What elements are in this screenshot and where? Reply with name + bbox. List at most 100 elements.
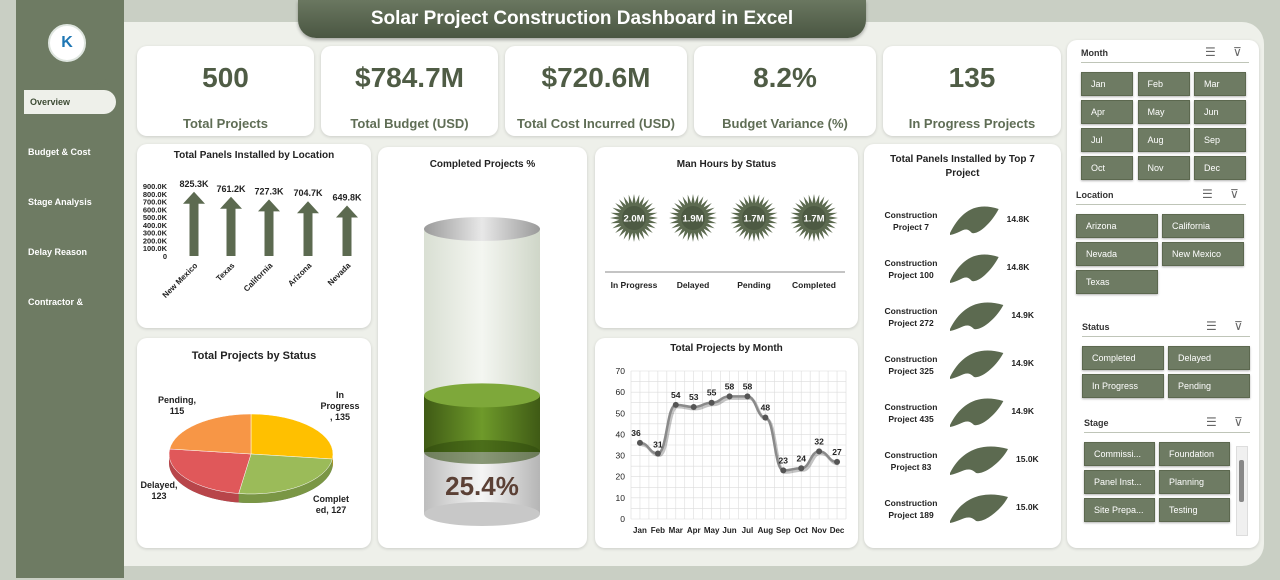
y-tick-label: 50 (616, 408, 626, 418)
pie-slice (169, 413, 252, 455)
kpi-value: $784.7M (355, 62, 464, 93)
y-tick-label: 20 (616, 472, 626, 482)
x-tick-label: Arizona (286, 261, 313, 288)
pie-slice (250, 413, 334, 460)
slicer-item[interactable]: Apr (1081, 100, 1133, 124)
kpi-value: 500 (202, 62, 249, 93)
starburst-center (802, 206, 826, 230)
clear-filter-icon[interactable]: ⊽ (1233, 45, 1242, 59)
chart-title: Total Panels Installed by Top 7 Project (890, 154, 1035, 179)
slice-label: Complet ed, 127 (313, 494, 349, 515)
nav-stage-analysis[interactable]: Stage Analysis (28, 197, 92, 207)
data-label: 704.7K (293, 188, 323, 198)
slicer-item[interactable]: Delayed (1168, 346, 1250, 370)
multi-select-icon[interactable]: ☰ (1206, 319, 1217, 333)
y-tick-label: Construction (885, 450, 938, 460)
slicer-item[interactable]: Testing (1159, 498, 1230, 522)
bar-arrow (183, 191, 205, 256)
cylinder-bottom (424, 502, 540, 526)
x-tick-label: Texas (214, 261, 236, 283)
y-tick-label: Project 435 (888, 414, 934, 424)
multi-select-icon[interactable]: ☰ (1205, 45, 1216, 59)
kpi-total-budget: $784.7M Total Budget (USD) (321, 46, 498, 136)
slicer-item[interactable]: Feb (1137, 72, 1190, 96)
slicer-item[interactable]: California (1162, 214, 1244, 238)
nav-contractor[interactable]: Contractor & (28, 297, 84, 307)
y-tick-label: 0 (163, 252, 167, 261)
x-tick-label: California (242, 261, 275, 294)
slicer-item[interactable]: New Mexico (1162, 242, 1244, 266)
slicer-item[interactable]: Texas (1076, 270, 1158, 294)
slicer-item[interactable]: In Progress (1082, 374, 1164, 398)
data-label: 24 (796, 453, 806, 463)
slicer-divider (1081, 62, 1249, 63)
starburst-center (622, 206, 646, 230)
pie-slice (238, 453, 333, 495)
slicer-item[interactable]: Nevada (1076, 242, 1158, 266)
nav-delay-reason[interactable]: Delay Reason (28, 247, 88, 257)
nav-budget-cost[interactable]: Budget & Cost (28, 147, 91, 157)
slicer-item[interactable]: Pending (1168, 374, 1250, 398)
slicer-item[interactable]: Jul (1081, 128, 1133, 152)
clear-filter-icon[interactable]: ⊽ (1234, 415, 1243, 429)
multi-select-icon[interactable]: ☰ (1206, 415, 1217, 429)
data-label: 31 (653, 439, 663, 449)
kpi-label: Total Cost Incurred (USD) (517, 116, 675, 131)
y-tick-label: Construction (885, 306, 938, 316)
slice-label: Pending, 115 (158, 395, 196, 416)
data-point (834, 458, 841, 465)
slicer-item[interactable]: Completed (1082, 346, 1164, 370)
slice-label: In Progress, 135 (320, 390, 359, 422)
data-label: 15.0K (1016, 502, 1040, 512)
data-point (690, 403, 697, 410)
data-label: 1.7M (803, 214, 824, 225)
data-label: 14.9K (1011, 406, 1035, 416)
x-tick-label: Sep (776, 526, 791, 535)
pie-slice (168, 448, 252, 494)
data-label: 14.9K (1011, 358, 1035, 368)
slicer-item[interactable]: Oct (1081, 156, 1133, 180)
bar-arrow (220, 196, 242, 256)
slicer-item[interactable]: Nov (1137, 156, 1190, 180)
kpi-label: In Progress Projects (908, 116, 1036, 131)
slicer-item[interactable]: Jun (1194, 100, 1246, 124)
slicer-item[interactable]: May (1137, 100, 1190, 124)
data-point (654, 450, 661, 457)
slicer-item[interactable]: Panel Inst... (1084, 470, 1155, 494)
slicer-item[interactable]: Mar (1194, 72, 1246, 96)
completed-pct-svg: 25.4% (424, 217, 540, 526)
slicer-item[interactable]: Commissi... (1084, 442, 1155, 466)
slicer-item[interactable]: Foundation (1159, 442, 1230, 466)
data-label: 14.9K (1011, 310, 1035, 320)
x-tick-label: Jul (742, 526, 754, 535)
slicer-item[interactable]: Aug (1137, 128, 1190, 152)
kpi-value: 8.2% (753, 62, 817, 93)
nav-overview[interactable]: Overview (24, 90, 116, 114)
cylinder-fill-top (424, 383, 540, 408)
bar-arrow (336, 205, 358, 256)
data-point (726, 393, 733, 400)
bar-arrow (258, 199, 280, 256)
clear-filter-icon[interactable]: ⊽ (1230, 187, 1239, 201)
slicer-item[interactable]: Jan (1081, 72, 1133, 96)
slicer-title: Location (1076, 190, 1114, 200)
x-tick-label: Nov (812, 526, 828, 535)
slicer-title: Status (1082, 322, 1110, 332)
slicer-item[interactable]: Dec (1194, 156, 1246, 180)
data-label: 27 (832, 447, 842, 457)
series-line-shadow (641, 396, 839, 474)
multi-select-icon[interactable]: ☰ (1202, 187, 1213, 201)
slicer-item[interactable]: Arizona (1076, 214, 1158, 238)
slicer-item[interactable]: Sep (1194, 128, 1246, 152)
panels-by-location-svg: 900.0K800.0K700.0K600.0K500.0K400.0K300.… (143, 179, 362, 300)
slicer-item[interactable]: Planning (1159, 470, 1230, 494)
clear-filter-icon[interactable]: ⊽ (1234, 319, 1243, 333)
logo: K (48, 24, 86, 62)
slicer-item[interactable]: Site Prepa... (1084, 498, 1155, 522)
chart-title: Completed Projects % (429, 159, 536, 170)
y-tick-label: Project 7 (893, 222, 929, 232)
scrollbar-thumb[interactable] (1239, 460, 1244, 502)
y-tick-label: 900.0K (143, 182, 168, 191)
y-tick-label: Construction (885, 354, 938, 364)
x-tick-label: Jan (633, 526, 647, 535)
